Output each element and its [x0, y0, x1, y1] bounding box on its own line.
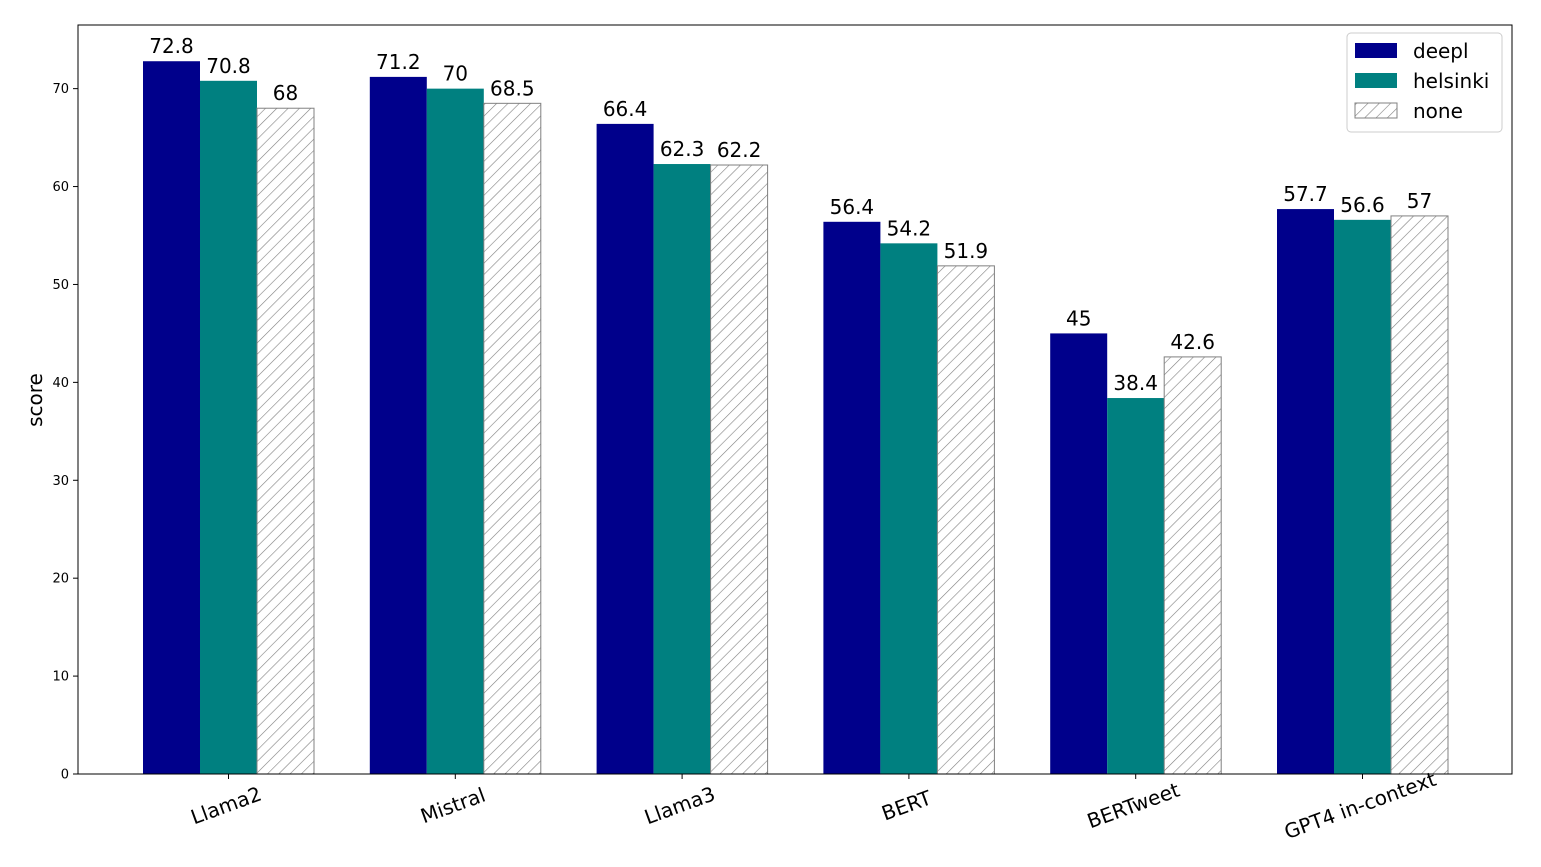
- bar-none-llama2: [256, 107, 315, 775]
- x-tick-label-llama2: Llama2: [188, 782, 265, 830]
- legend-swatch-none: [1354, 102, 1398, 119]
- data-label: 38.4: [1113, 371, 1158, 395]
- y-tick-label: 50: [52, 278, 69, 293]
- y-tick-label: 70: [52, 82, 69, 97]
- data-label: 51.9: [944, 239, 989, 263]
- data-label: 72.8: [149, 34, 194, 58]
- data-label: 68: [273, 81, 298, 105]
- bar-helsinki-llama3: [653, 164, 711, 775]
- legend-label-deepl: deepl: [1413, 39, 1469, 63]
- bar-none-mistral: [483, 102, 542, 775]
- bar-helsinki-llama2: [200, 80, 257, 774]
- y-tick-label: 60: [52, 180, 69, 195]
- data-label: 54.2: [887, 216, 932, 240]
- bar-none-bert: [936, 265, 995, 775]
- data-label: 45: [1066, 306, 1091, 330]
- data-label: 62.2: [717, 138, 762, 162]
- x-tick-label-llama3: Llama3: [641, 782, 718, 830]
- bar-helsinki-bert: [880, 243, 938, 775]
- data-label: 70: [443, 62, 468, 86]
- bar-deepl-mistral: [369, 76, 427, 775]
- bar-deepl-bert: [823, 221, 881, 774]
- data-label: 57: [1407, 189, 1432, 213]
- legend-swatch-deepl: [1355, 43, 1397, 58]
- bar-deepl-gpt4-in-context: [1277, 209, 1334, 774]
- legend-label-helsinki: helsinki: [1413, 69, 1489, 93]
- bar-deepl-llama2: [143, 61, 200, 775]
- data-label: 71.2: [376, 50, 421, 74]
- data-label: 70.8: [206, 54, 251, 78]
- bar-none-gpt4-in-context: [1390, 215, 1449, 775]
- y-tick-label: 40: [52, 376, 69, 391]
- data-label: 68.5: [490, 76, 535, 100]
- y-axis-label: score: [23, 373, 47, 427]
- y-tick-label: 10: [52, 670, 69, 685]
- bar-deepl-bertweet: [1050, 333, 1108, 774]
- x-tick-label-mistral: Mistral: [417, 783, 488, 829]
- bar-helsinki-mistral: [426, 88, 484, 775]
- data-label: 56.6: [1340, 193, 1385, 217]
- data-label: 62.3: [660, 137, 705, 161]
- data-label: 57.7: [1283, 182, 1328, 206]
- bar-deepl-llama3: [596, 123, 654, 775]
- bar-none-llama3: [710, 164, 769, 775]
- bar-none-bertweet: [1163, 356, 1222, 775]
- legend-swatch-helsinki: [1355, 73, 1397, 88]
- legend: deepl helsinki none: [1346, 32, 1503, 133]
- x-tick-label-gpt4-in-context: GPT4 in-context: [1281, 767, 1439, 844]
- bar-helsinki-gpt4-in-context: [1334, 219, 1391, 775]
- y-tick-label: 30: [52, 474, 69, 489]
- plot-frame: [77, 24, 1513, 775]
- legend-label-none: none: [1413, 99, 1463, 123]
- y-tick-label: 0: [61, 768, 69, 783]
- data-label: 66.4: [603, 97, 648, 121]
- x-tick-label-bertweet: BERTweet: [1084, 778, 1183, 834]
- y-tick-label: 20: [52, 572, 69, 587]
- data-label: 56.4: [830, 195, 875, 219]
- x-tick-label-bert: BERT: [878, 785, 935, 825]
- bar-helsinki-bertweet: [1107, 398, 1165, 774]
- data-label: 42.6: [1170, 330, 1215, 354]
